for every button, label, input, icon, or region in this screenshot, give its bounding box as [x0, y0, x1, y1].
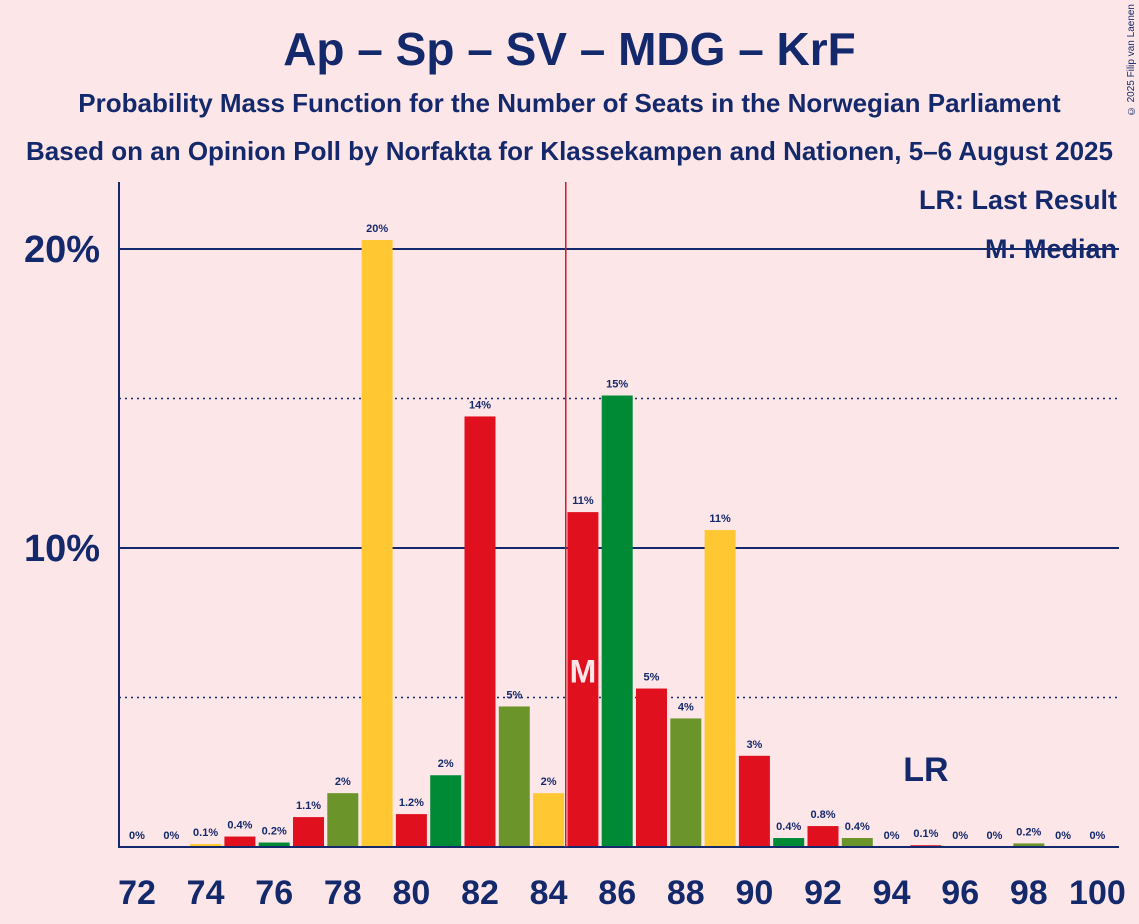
bar-value-label: 0% [129, 830, 145, 842]
bar-seat-85 [567, 512, 599, 847]
bar-seat-80 [395, 814, 427, 847]
bar-value-label: 2% [541, 776, 557, 788]
last-result-marker: LR [903, 751, 948, 789]
bar-value-label: 5% [506, 689, 522, 701]
x-tick-label: 100 [1069, 874, 1126, 912]
bar-value-label: 20% [366, 223, 388, 235]
bar-seat-90 [738, 755, 770, 847]
chart-subtitle: Probability Mass Function for the Number… [78, 88, 1061, 118]
bar-value-label: 0% [1055, 830, 1071, 842]
bar-value-label: 0.4% [227, 820, 252, 832]
bar-value-label: 1.1% [296, 800, 321, 812]
bar-value-label: 2% [335, 776, 351, 788]
x-tick-label: 80 [392, 874, 430, 912]
bar-seat-75 [224, 836, 256, 847]
bar-value-label: 0.4% [776, 821, 801, 833]
x-tick-label: 82 [461, 874, 499, 912]
bar-seat-88 [670, 718, 702, 847]
bar-value-label: 1.2% [399, 797, 424, 809]
y-tick-label: 10% [24, 528, 100, 570]
bar-value-label: 0% [987, 830, 1003, 842]
x-tick-label: 72 [118, 874, 156, 912]
y-tick-label: 20% [24, 229, 100, 271]
x-tick-label: 76 [255, 874, 293, 912]
bar-value-label: 0.4% [845, 821, 870, 833]
bar-value-label: 0% [884, 830, 900, 842]
bar-value-label: 0.2% [1016, 826, 1041, 838]
bar-value-label: 0% [1089, 830, 1105, 842]
bar-seat-77 [293, 817, 324, 847]
x-tick-label: 86 [598, 874, 636, 912]
bar-seat-98 [1013, 843, 1045, 847]
chart-markers: M LR [565, 182, 949, 847]
x-tick-label: 98 [1010, 874, 1048, 912]
bar-seat-76 [258, 842, 290, 847]
bar-value-labels: 0% 0% 0.1% 0.4% 0.2% 1.1% 2% 20% 1.2% 2% 14% 5% 2% 11… [129, 223, 1106, 842]
x-tick-label: 92 [804, 874, 842, 912]
bar-seat-74 [190, 844, 222, 847]
bar-seat-82 [464, 416, 496, 847]
bar-series [190, 240, 1045, 847]
bar-seat-81 [430, 775, 462, 847]
bar-value-label: 11% [572, 495, 594, 507]
bar-value-label: 15% [606, 379, 628, 391]
x-tick-label: 96 [941, 874, 979, 912]
bar-value-label: 0.1% [913, 828, 938, 840]
bar-value-label: 0.2% [262, 826, 287, 838]
axes: 10% 20% 72 74 76 78 80 82 84 86 88 90 92 94 96 98 100 [24, 182, 1126, 912]
bar-value-label: 0.8% [810, 809, 835, 821]
legend-median: M: Median [985, 234, 1117, 264]
bar-value-label: 5% [644, 672, 660, 684]
bar-seat-92 [807, 826, 839, 847]
x-tick-label: 94 [873, 874, 911, 912]
legend-last-result: LR: Last Result [919, 185, 1117, 215]
bar-seat-87 [636, 688, 667, 847]
bar-value-label: 11% [709, 513, 731, 525]
bar-seat-91 [773, 838, 805, 847]
x-tick-label: 84 [530, 874, 568, 912]
bar-seat-89 [704, 530, 736, 847]
bar-seat-86 [601, 395, 633, 847]
chart-source-line: Based on an Opinion Poll by Norfakta for… [26, 136, 1113, 166]
bar-seat-93 [841, 838, 873, 847]
x-tick-label: 74 [187, 874, 225, 912]
bar-seat-79 [361, 240, 393, 847]
bar-seat-84 [533, 793, 565, 847]
bar-value-label: 3% [746, 739, 762, 751]
x-tick-label: 78 [324, 874, 362, 912]
bar-value-label: 0.1% [193, 827, 218, 839]
bar-value-label: 0% [163, 830, 179, 842]
bar-value-label: 0% [952, 830, 968, 842]
bar-value-label: 14% [469, 399, 491, 411]
bar-value-label: 4% [678, 701, 694, 713]
x-tick-label: 90 [735, 874, 773, 912]
bar-value-label: 2% [438, 758, 454, 770]
legend: LR: Last Result M: Median [919, 185, 1117, 264]
x-tick-label: 88 [667, 874, 705, 912]
bar-seat-78 [327, 793, 359, 847]
median-marker: M [570, 654, 597, 690]
chart-title: Ap – Sp – SV – MDG – KrF [283, 23, 856, 75]
bar-seat-83 [498, 706, 530, 847]
